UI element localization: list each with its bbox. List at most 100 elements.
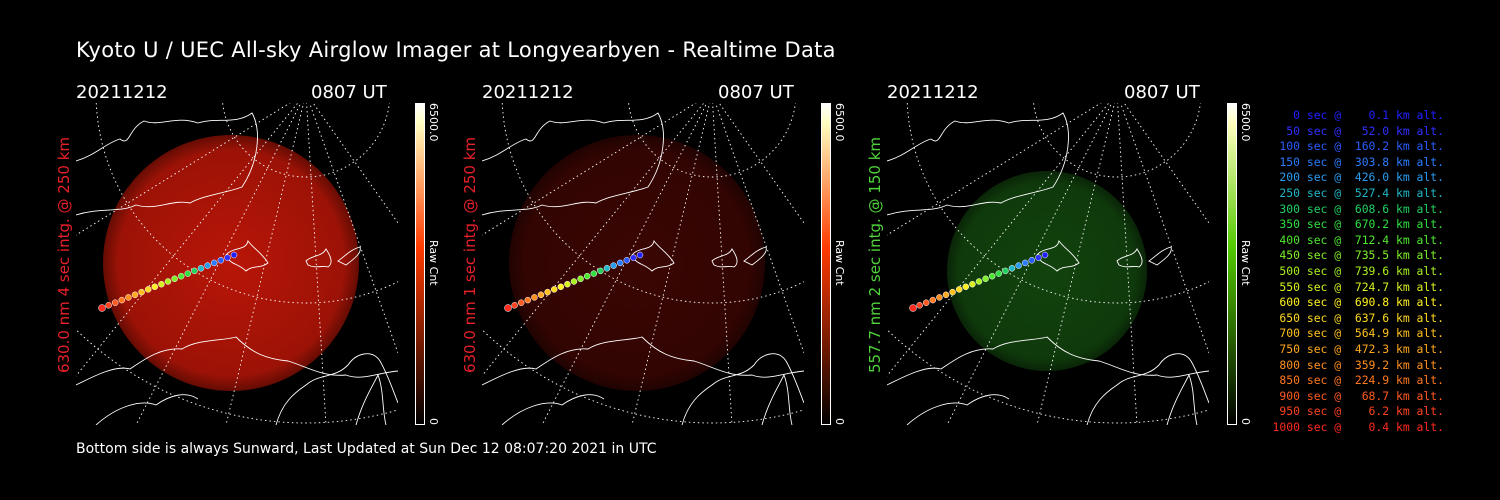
legend-item: 400 sec @ 712.4 km alt. xyxy=(1272,232,1444,247)
trajectory-point xyxy=(1008,265,1016,272)
trajectory-point xyxy=(916,302,923,309)
trajectory-point xyxy=(164,278,172,285)
panel-2-date: 20211212 xyxy=(482,82,574,103)
trajectory-point xyxy=(230,251,238,259)
trajectory-point xyxy=(210,259,218,267)
allsky-disc xyxy=(509,135,765,391)
legend-item: 550 sec @ 724.7 km alt. xyxy=(1272,279,1444,294)
panel-3-ylabel: 557.7 nm 2 sec intg. @ 150 km xyxy=(866,136,884,374)
trajectory-point xyxy=(590,270,598,277)
allsky-disc xyxy=(947,171,1147,371)
trajectory-point xyxy=(577,275,584,283)
trajectory-point xyxy=(630,254,637,261)
trajectory-point xyxy=(922,299,930,306)
trajectory-point xyxy=(511,302,518,309)
trajectory-point xyxy=(1041,251,1049,259)
panel-2-ylabel: 630.0 nm 1 sec intg. @ 250 km xyxy=(461,136,479,374)
legend-item: 1000 sec @ 0.4 km alt. xyxy=(1272,419,1444,434)
trajectory-point xyxy=(975,278,983,285)
legend-item: 300 sec @ 608.6 km alt. xyxy=(1272,201,1444,216)
panel-2-cbar-max: 6500.0 xyxy=(833,103,846,142)
legend-item: 900 sec @ 68.7 km alt. xyxy=(1272,388,1444,403)
panel-1-ylabel: 630.0 nm 4 sec intg. @ 250 km xyxy=(55,136,73,374)
trajectory-point xyxy=(570,278,578,285)
trajectory-point xyxy=(197,265,205,272)
trajectory-point xyxy=(131,291,139,299)
panel-2-time: 0807 UT xyxy=(718,82,794,103)
trajectory-point xyxy=(524,296,532,304)
trajectory-point xyxy=(204,262,211,269)
panel-3-cbar-max: 6500.0 xyxy=(1239,103,1252,142)
legend-item: 600 sec @ 690.8 km alt. xyxy=(1272,295,1444,310)
trajectory-point xyxy=(1002,267,1009,275)
panel-3-date: 20211212 xyxy=(887,82,979,103)
trajectory-point xyxy=(603,265,611,272)
trajectory-point xyxy=(636,251,644,259)
legend-item: 250 sec @ 527.4 km alt. xyxy=(1272,185,1444,200)
trajectory-point xyxy=(105,302,112,309)
legend-item: 500 sec @ 739.6 km alt. xyxy=(1272,263,1444,278)
legend-item: 100 sec @ 160.2 km alt. xyxy=(1272,139,1444,154)
footer-status: Bottom side is always Sunward, Last Upda… xyxy=(76,441,657,457)
legend-item: 950 sec @ 6.2 km alt. xyxy=(1272,404,1444,419)
legend-item: 0 sec @ 0.1 km alt. xyxy=(1272,108,1444,122)
trajectory-point xyxy=(504,304,512,312)
legend-item: 200 sec @ 426.0 km alt. xyxy=(1272,170,1444,185)
trajectory-point xyxy=(1021,259,1029,267)
trajectory-point xyxy=(151,283,159,291)
trajectory-point xyxy=(583,272,591,280)
legend-item: 750 sec @ 472.3 km alt. xyxy=(1272,341,1444,356)
trajectory-point xyxy=(616,259,624,267)
panel-1-image[interactable] xyxy=(76,103,398,425)
trajectory-point xyxy=(995,270,1003,277)
trajectory-point xyxy=(98,304,106,312)
trajectory-point xyxy=(969,280,976,288)
trajectory-point xyxy=(962,283,970,291)
panel-1-cbar-max: 6500.0 xyxy=(427,103,440,142)
panel-2-cbar-min: 0 xyxy=(833,418,846,425)
trajectory-point xyxy=(955,286,963,293)
panel-2-colorbar xyxy=(821,103,831,425)
trajectory-point xyxy=(224,254,231,261)
trajectory-point xyxy=(531,294,538,301)
legend-item: 850 sec @ 224.9 km alt. xyxy=(1272,373,1444,388)
trajectory-point xyxy=(610,262,617,269)
panel-1-date: 20211212 xyxy=(76,82,168,103)
trajectory-point xyxy=(557,283,565,291)
trajectory-point xyxy=(949,288,956,296)
legend-item: 800 sec @ 359.2 km alt. xyxy=(1272,357,1444,372)
trajectory-point xyxy=(1015,262,1022,269)
allsky-disc xyxy=(103,135,359,391)
legend-item: 350 sec @ 670.2 km alt. xyxy=(1272,217,1444,232)
panel-3-colorbar xyxy=(1227,103,1237,425)
panel-1-cbar-min: 0 xyxy=(427,418,440,425)
trajectory-point xyxy=(125,294,132,301)
trajectory-point xyxy=(942,291,950,299)
trajectory-point xyxy=(118,296,126,304)
trajectory-point xyxy=(988,272,996,280)
panel-3-image[interactable] xyxy=(887,103,1209,425)
trajectory-legend: 0 sec @ 0.1 km alt. 50 sec @ 52.0 km alt… xyxy=(1273,108,1444,435)
panel-2-image[interactable] xyxy=(482,103,804,425)
trajectory-point xyxy=(1028,257,1036,264)
legend-item: 50 sec @ 52.0 km alt. xyxy=(1272,123,1444,138)
trajectory-point xyxy=(177,272,185,280)
legend-item: 450 sec @ 735.5 km alt. xyxy=(1272,248,1444,263)
trajectory-point xyxy=(1035,254,1042,261)
panel-1-time: 0807 UT xyxy=(311,82,387,103)
page-title: Kyoto U / UEC All-sky Airglow Imager at … xyxy=(76,38,836,62)
trajectory-point xyxy=(597,267,604,275)
panel-3-time: 0807 UT xyxy=(1124,82,1200,103)
trajectory-point xyxy=(138,288,145,296)
panel-3-cbar-label: Raw Cnt xyxy=(1239,240,1252,286)
panel-1-colorbar xyxy=(415,103,425,425)
trajectory-point xyxy=(929,296,937,304)
panel-3-cbar-min: 0 xyxy=(1239,418,1252,425)
trajectory-point xyxy=(544,288,551,296)
panel-1-cbar-label: Raw Cnt xyxy=(427,240,440,286)
trajectory-point xyxy=(564,280,571,288)
trajectory-point xyxy=(517,299,525,306)
trajectory-point xyxy=(158,280,165,288)
trajectory-point xyxy=(217,257,225,264)
legend-item: 700 sec @ 564.9 km alt. xyxy=(1272,326,1444,341)
